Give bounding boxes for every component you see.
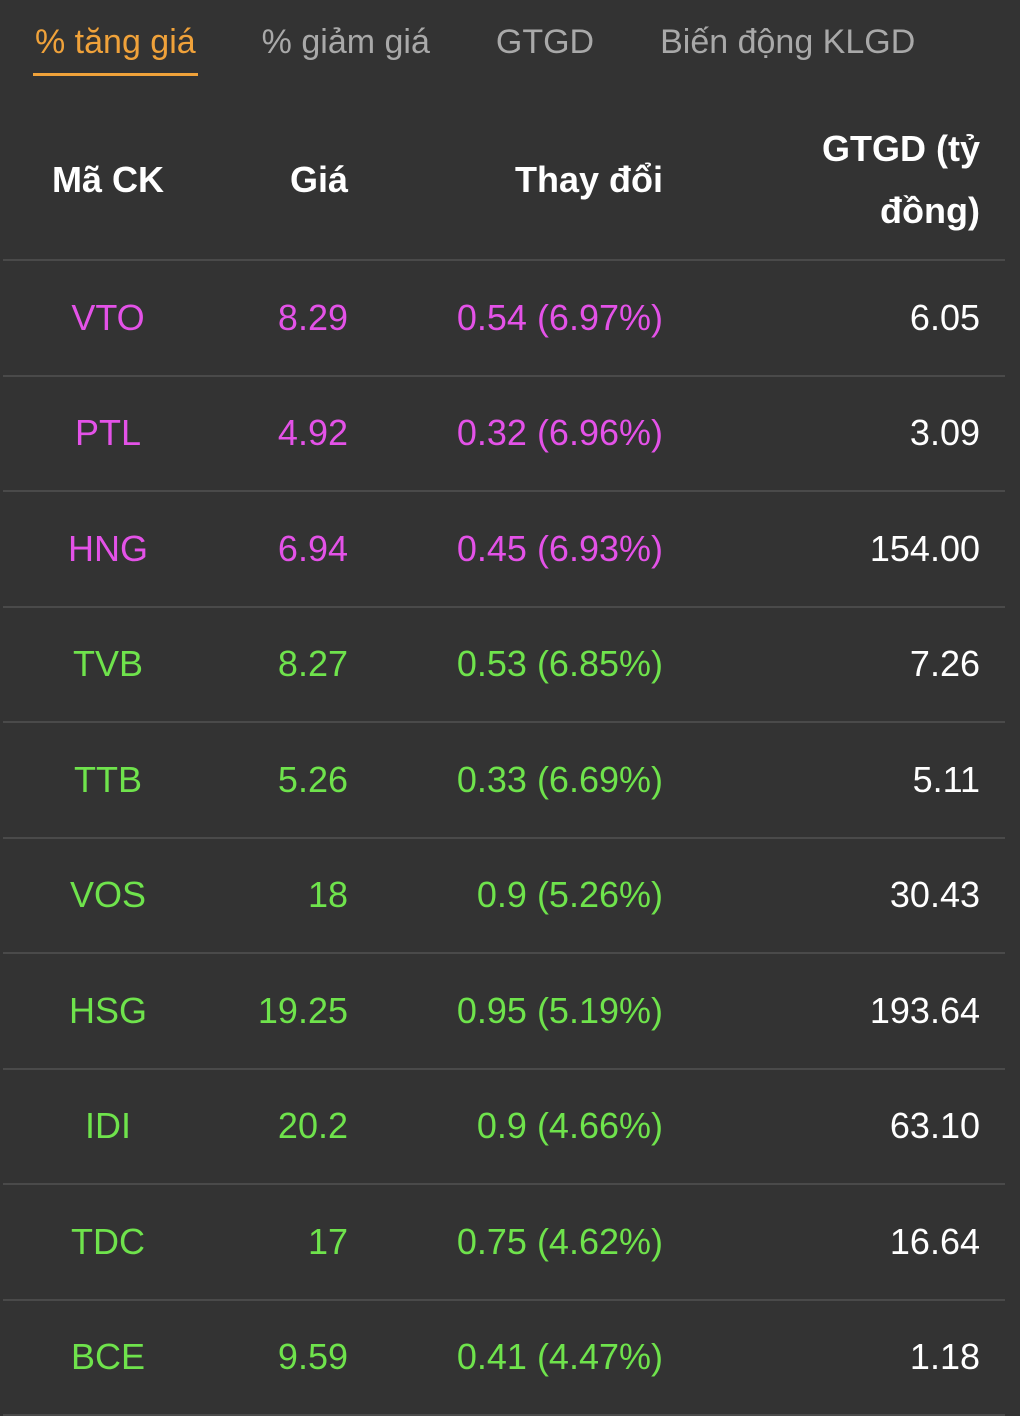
table-cell: 19.25	[213, 990, 348, 1032]
header-text: Giá	[290, 159, 348, 200]
table-cell: IDI	[3, 1105, 213, 1147]
tab[interactable]: GTGD	[494, 0, 596, 76]
table-cell: 1.18	[663, 1336, 980, 1378]
header-text: Thay đổi	[515, 159, 663, 200]
tab[interactable]: % giảm giá	[260, 0, 432, 76]
header-cell: GTGD (tỷ đồng)	[663, 118, 980, 242]
header-cell: Mã CK	[3, 159, 213, 201]
table-cell: VTO	[3, 297, 213, 339]
table-cell: 3.09	[663, 412, 980, 454]
table-cell: 8.29	[213, 297, 348, 339]
table-cell: 6.05	[663, 297, 980, 339]
header-cell: Thay đổi	[348, 159, 663, 201]
header-text: GTGD (tỷ đồng)	[790, 118, 980, 242]
table-cell: 0.53 (6.85%)	[348, 643, 663, 685]
table-cell: TVB	[3, 643, 213, 685]
table-cell: 17	[213, 1221, 348, 1263]
table-cell: 63.10	[663, 1105, 980, 1147]
table-cell: 0.45 (6.93%)	[348, 528, 663, 570]
table-cell: 4.92	[213, 412, 348, 454]
table-cell: 6.94	[213, 528, 348, 570]
table-cell: PTL	[3, 412, 213, 454]
table-cell: 9.59	[213, 1336, 348, 1378]
tab[interactable]: % tăng giá	[33, 0, 198, 76]
table-cell: 0.9 (4.66%)	[348, 1105, 663, 1147]
header-cell: Giá	[213, 159, 348, 201]
table-cell: 0.54 (6.97%)	[348, 297, 663, 339]
table-cell: 30.43	[663, 874, 980, 916]
table-cell: 0.41 (4.47%)	[348, 1336, 663, 1378]
table-cell: 7.26	[663, 643, 980, 685]
table-cell: TDC	[3, 1221, 213, 1263]
table-cell: 0.9 (5.26%)	[348, 874, 663, 916]
header-text: Mã CK	[52, 159, 164, 200]
table-cell: BCE	[3, 1336, 213, 1378]
table-cell: 154.00	[663, 528, 980, 570]
table-cell: 5.26	[213, 759, 348, 801]
table-cell: TTB	[3, 759, 213, 801]
table-cell: 0.32 (6.96%)	[348, 412, 663, 454]
table-cell: HNG	[3, 528, 213, 570]
header-row: Mã CK Giá Thay đổi GTGD (tỷ đồng)	[3, 100, 1005, 261]
table-cell: 20.2	[213, 1105, 348, 1147]
table-cell: 5.11	[663, 759, 980, 801]
table-cell: VOS	[3, 874, 213, 916]
table-cell: 16.64	[663, 1221, 980, 1263]
table-cell: 193.64	[663, 990, 980, 1032]
table-cell: 0.75 (4.62%)	[348, 1221, 663, 1263]
tab[interactable]: Biến động KLGD	[658, 0, 917, 76]
table-cell: HSG	[3, 990, 213, 1032]
table-cell: 18	[213, 874, 348, 916]
table-cell: 0.95 (5.19%)	[348, 990, 663, 1032]
table-cell: 8.27	[213, 643, 348, 685]
tab-bar: % tăng giá % giảm giá GTGD Biến động KLGD	[33, 0, 917, 100]
table-cell: 0.33 (6.69%)	[348, 759, 663, 801]
